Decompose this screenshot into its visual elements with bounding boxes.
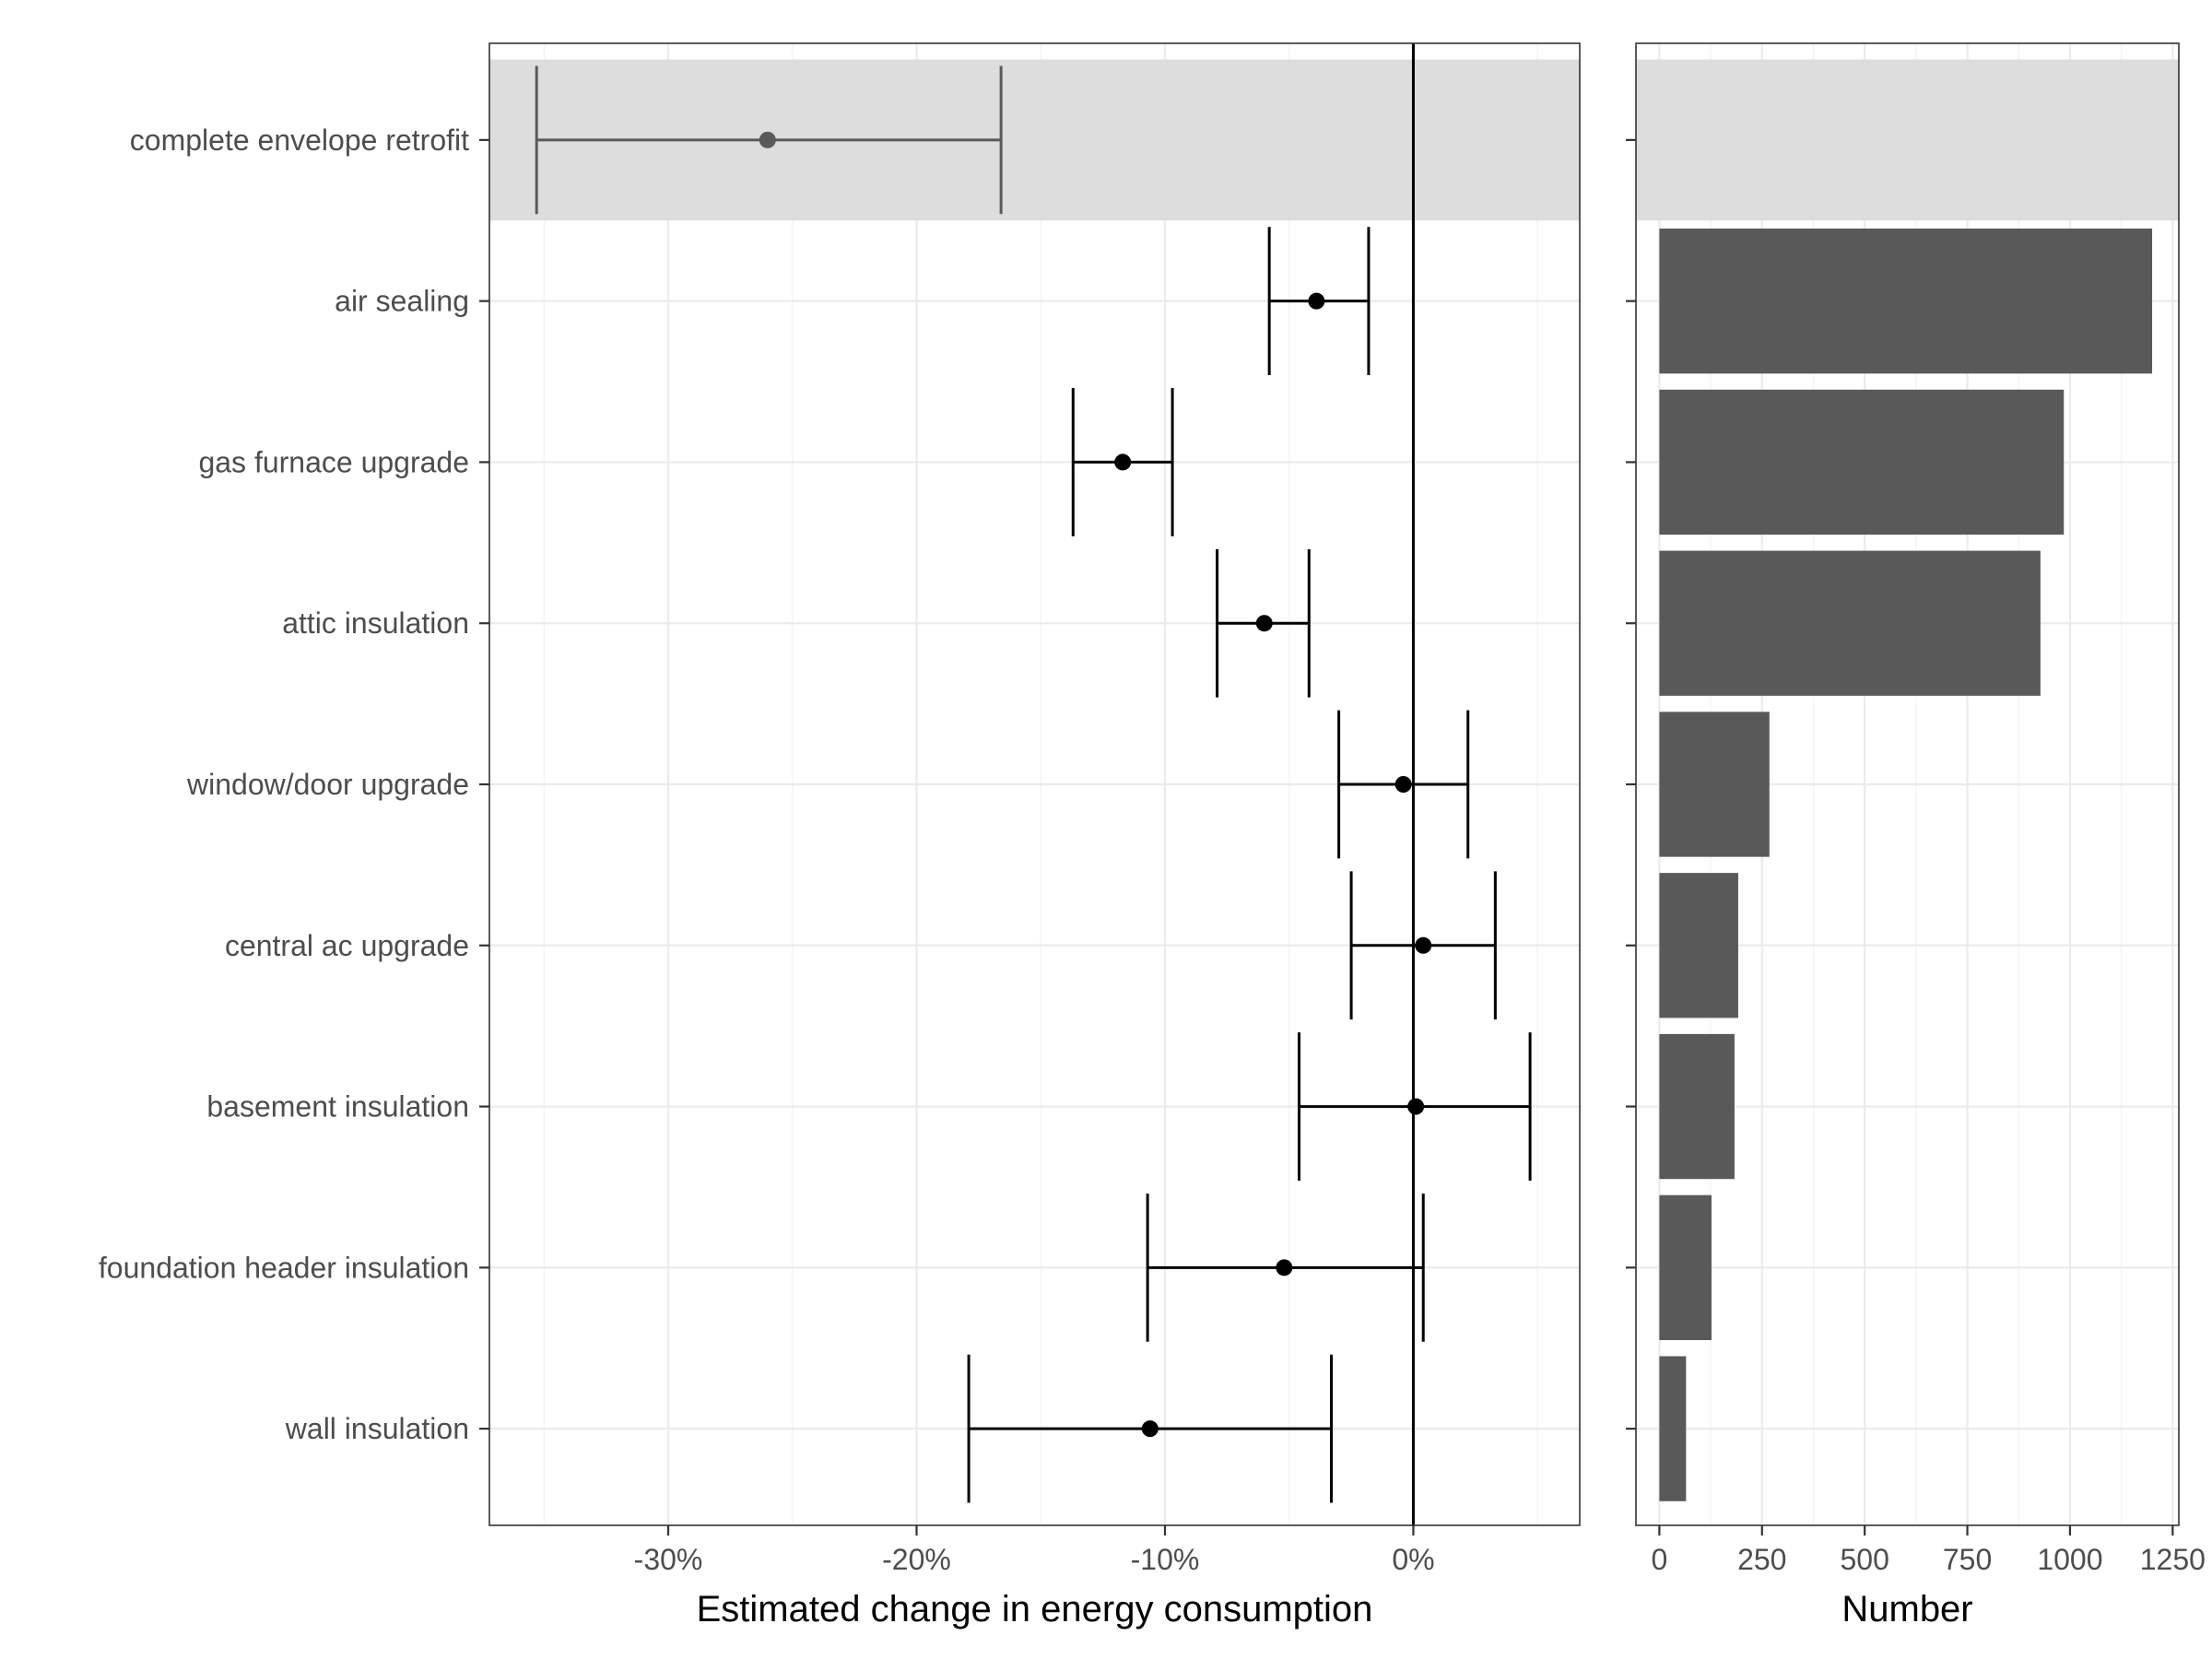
category-label-attic-insulation: attic insulation <box>282 606 469 640</box>
category-label-central-ac-upgrade: central ac upgrade <box>225 929 469 962</box>
count-bar-attic-insulation <box>1659 550 2041 696</box>
estimate-central-ac-upgrade <box>1349 871 1497 1020</box>
category-label-air-sealing: air sealing <box>335 285 469 318</box>
point-estimate <box>1276 1259 1293 1277</box>
estimate-panel: complete envelope retrofit air sealing gas… <box>99 42 1581 1630</box>
point-estimate <box>1114 453 1132 471</box>
category-label-wall-insulation: wall insulation <box>285 1412 469 1445</box>
count-bar-basement-insulation <box>1659 1033 1735 1180</box>
count-bar-air-sealing <box>1659 229 2153 374</box>
category-axis: complete envelope retrofit air sealing gas… <box>99 124 489 1445</box>
category-label-foundation-header-insulation: foundation header insulation <box>99 1251 469 1284</box>
count-bars <box>1659 229 2153 1501</box>
estimate-attic-insulation <box>1216 548 1311 698</box>
count-x-tick-label: 1000 <box>2037 1543 2102 1576</box>
estimate-x-tick-label: -10% <box>1131 1543 1200 1576</box>
count-bar-wall-insulation <box>1659 1356 1687 1501</box>
point-estimate <box>1141 1420 1159 1438</box>
category-label-gas-furnace-upgrade: gas furnace upgrade <box>198 445 469 478</box>
count-x-axis-title: Number <box>1841 1589 1972 1630</box>
count-highlight-band-rect <box>1636 59 2179 221</box>
count-category-ticks <box>1626 138 1636 1430</box>
category-label-complete-envelope-retrofit: complete envelope retrofit <box>130 124 469 157</box>
estimate-foundation-header-insulation <box>1146 1193 1425 1342</box>
estimate-basement-insulation <box>1297 1032 1532 1181</box>
category-label-window-door-upgrade: window/door upgrade <box>186 768 469 801</box>
estimate-marks <box>535 65 1532 1503</box>
estimate-air-sealing <box>1267 227 1371 376</box>
estimate-window-door-upgrade <box>1337 710 1470 859</box>
count-panel: 0 250 500 750 1000 1250 Number <box>1626 42 2206 1630</box>
count-bar-gas-furnace-upgrade <box>1659 389 2065 535</box>
estimate-x-tick-label: 0% <box>1392 1543 1434 1576</box>
point-estimate <box>759 131 776 148</box>
count-highlight-band <box>1636 59 2179 221</box>
estimate-x-axis: -30% -20% -10% 0% <box>634 1525 1435 1576</box>
estimate-complete-envelope-retrofit <box>535 65 1003 215</box>
count-bar-central-ac-upgrade <box>1659 873 1738 1018</box>
point-estimate <box>1394 776 1412 793</box>
point-estimate <box>1255 615 1273 632</box>
estimate-gas-furnace-upgrade <box>1071 388 1174 536</box>
estimate-x-tick-label: -20% <box>882 1543 951 1576</box>
estimate-wall-insulation <box>967 1354 1334 1503</box>
estimate-x-tick-label: -30% <box>634 1543 703 1576</box>
count-bar-foundation-header-insulation <box>1659 1194 1712 1340</box>
category-label-basement-insulation: basement insulation <box>206 1090 469 1124</box>
count-x-tick-label: 250 <box>1737 1543 1786 1576</box>
point-estimate <box>1407 1098 1425 1115</box>
count-bar-window-door-upgrade <box>1659 712 1770 857</box>
count-x-axis: 0 250 500 750 1000 1250 <box>1651 1525 2206 1576</box>
count-x-tick-label: 750 <box>1943 1543 1992 1576</box>
count-x-tick-label: 500 <box>1840 1543 1888 1576</box>
count-x-tick-label: 1250 <box>2140 1543 2206 1576</box>
point-estimate <box>1308 292 1325 310</box>
count-x-tick-label: 0 <box>1651 1543 1667 1576</box>
point-estimate <box>1415 936 1432 954</box>
estimate-x-axis-title: Estimated change in energy consumption <box>697 1589 1373 1630</box>
